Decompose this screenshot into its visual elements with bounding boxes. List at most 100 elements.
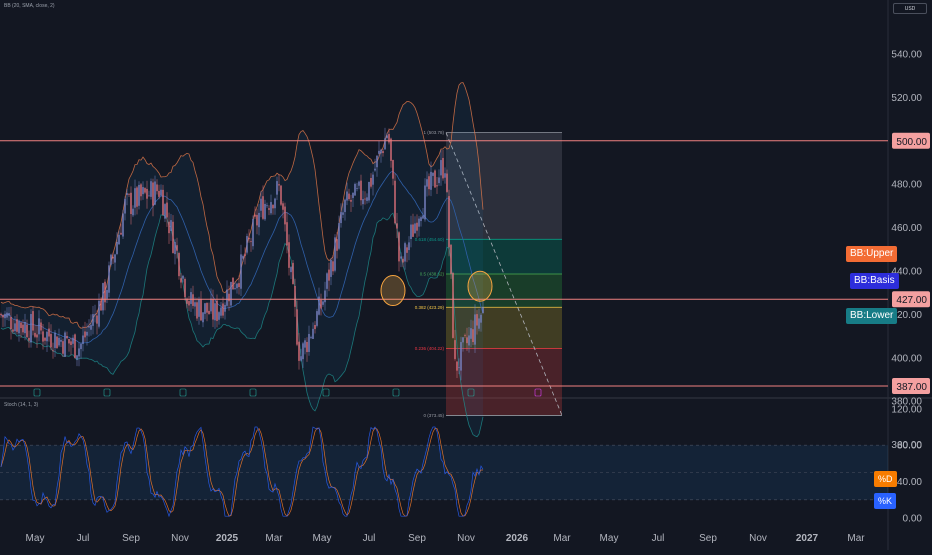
candle-body xyxy=(324,290,326,303)
candle-body xyxy=(248,237,250,240)
level-tag-label: 427.00 xyxy=(896,295,927,306)
candle-body xyxy=(256,214,258,226)
price-tick-label: 360.00 xyxy=(891,440,922,451)
candle-body xyxy=(326,273,328,289)
candle-body xyxy=(134,188,136,208)
time-tick-label: Jul xyxy=(363,533,376,544)
candle-body xyxy=(174,242,176,255)
candle-body xyxy=(258,212,260,228)
candle-body xyxy=(132,208,134,216)
candle-body xyxy=(420,217,422,222)
candle-body xyxy=(216,300,218,321)
bb-indicator-label[interactable]: BB (20, SMA, close, 2) xyxy=(4,3,55,9)
candle-body xyxy=(98,300,100,327)
candle-body xyxy=(84,331,86,338)
candle-body xyxy=(444,173,446,178)
candle-body xyxy=(224,304,226,312)
candle-body xyxy=(118,234,120,245)
candle-body xyxy=(364,198,366,200)
candle-body xyxy=(366,197,368,201)
candle-body xyxy=(12,329,14,332)
candle-body xyxy=(448,196,450,248)
candle-body xyxy=(236,283,238,289)
candle-body xyxy=(130,192,132,215)
stoch-indicator-label[interactable]: Stoch (14, 1, 3) xyxy=(4,402,39,408)
candle-body xyxy=(226,289,228,306)
candle-body xyxy=(434,170,436,188)
candle-body xyxy=(478,318,480,329)
stoch-k-line xyxy=(0,426,484,518)
candle-body xyxy=(162,189,164,216)
candle-body xyxy=(284,206,286,225)
event-marker xyxy=(392,388,400,397)
candle-body xyxy=(246,236,248,253)
event-marker xyxy=(179,388,187,397)
candle-body xyxy=(214,303,216,321)
bb-upper-line xyxy=(0,82,484,329)
fib-zone xyxy=(446,239,562,274)
time-tick-label: Jul xyxy=(652,533,665,544)
candle-body xyxy=(432,172,434,176)
time-tick-label: Mar xyxy=(847,533,865,544)
candle-body xyxy=(212,299,214,320)
stoch-tick-label: 120.00 xyxy=(891,404,922,415)
candle-body xyxy=(394,180,396,224)
currency-button[interactable]: USD xyxy=(893,3,927,14)
candle-body xyxy=(316,311,318,326)
candle-body xyxy=(36,334,38,338)
candle-body xyxy=(464,335,466,336)
candle-body xyxy=(286,222,288,246)
candle-body xyxy=(450,244,452,274)
candle-body xyxy=(222,303,224,316)
fib-level-label: 1 (503.78) xyxy=(423,130,444,135)
candle-body xyxy=(412,224,414,237)
level-tag-support xyxy=(892,378,930,395)
candle-body xyxy=(322,301,324,305)
event-marker xyxy=(103,388,111,397)
candle-body xyxy=(466,337,468,344)
candle-body xyxy=(304,340,306,348)
candle-body xyxy=(352,192,354,198)
candle-body xyxy=(472,329,474,343)
fib-zone xyxy=(446,307,562,349)
candle-body xyxy=(470,328,472,339)
candle-body xyxy=(266,205,268,207)
candle-body xyxy=(332,261,334,272)
candle-body xyxy=(328,269,330,281)
candle-body xyxy=(438,177,440,184)
candle-body xyxy=(204,303,206,314)
level-tag-label: 387.00 xyxy=(896,382,927,393)
event-marker-future xyxy=(534,388,542,397)
candle-body xyxy=(56,336,58,349)
price-tick-label: 420.00 xyxy=(891,310,922,321)
candle-body xyxy=(252,218,254,247)
candle-body xyxy=(392,159,394,179)
candle-body xyxy=(18,321,20,334)
candle-body xyxy=(458,367,460,369)
candle-body xyxy=(306,341,308,353)
candle-body xyxy=(170,220,172,231)
candle-body xyxy=(440,160,442,176)
fib-zone xyxy=(446,132,562,240)
candle-body xyxy=(452,272,454,338)
candle-body xyxy=(200,299,202,321)
candle-body xyxy=(46,331,48,342)
candle-body xyxy=(482,307,484,313)
candle-body xyxy=(380,149,382,154)
candle-body xyxy=(24,322,26,334)
candle-body xyxy=(346,191,348,201)
candle-body xyxy=(436,185,438,187)
stoch-tick-label: 80.00 xyxy=(897,441,922,452)
candle-body xyxy=(400,256,402,259)
time-tick-label: Jul xyxy=(77,533,90,544)
candle-body xyxy=(270,202,272,214)
event-marker xyxy=(33,388,41,397)
candle-body xyxy=(334,237,336,271)
fib-zone xyxy=(446,348,562,416)
bb-basis-tag: BB:Basis xyxy=(850,273,899,289)
candle-body xyxy=(312,328,314,339)
candle-body xyxy=(382,151,384,154)
candle-body xyxy=(350,199,352,202)
candle-body xyxy=(110,254,112,265)
